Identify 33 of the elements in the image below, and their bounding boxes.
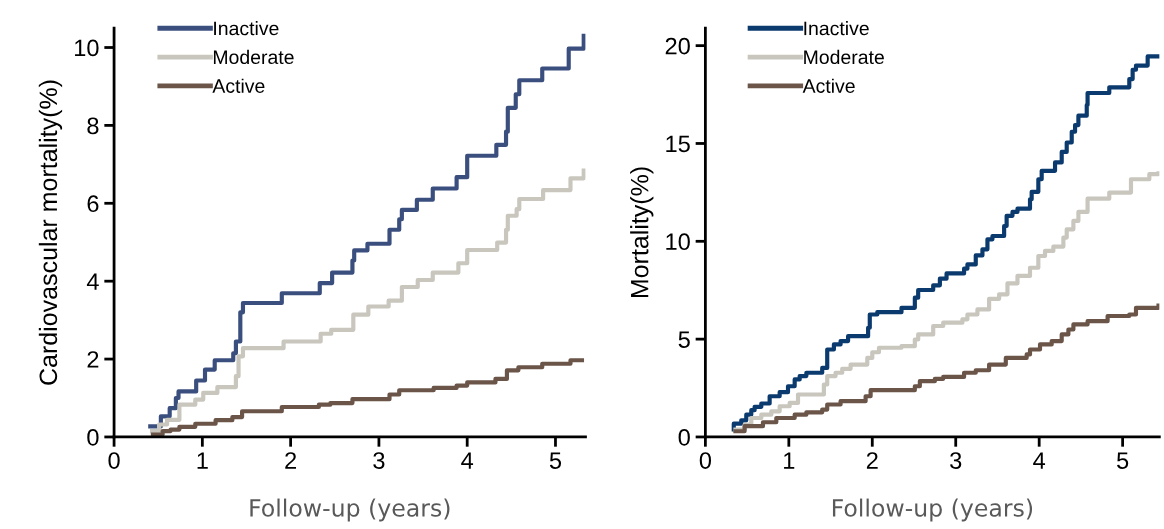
x-tick-label: 3 [373, 452, 385, 469]
legend-label: Inactive [804, 21, 869, 36]
y-tick-label: 4 [86, 273, 99, 290]
legend-label: Active [802, 78, 855, 93]
y-tick-label: 10 [75, 39, 99, 57]
x-tick-label: 4 [461, 452, 474, 469]
y-axis-title: Cardiovascular mortality(%) [38, 80, 63, 385]
y-tick-label: 6 [87, 195, 99, 213]
x-axis-title: Follow-up (years) [250, 498, 450, 522]
x-tick-label: 2 [285, 452, 297, 469]
x-tick-label: 0 [108, 452, 120, 469]
legend-label: Moderate [804, 49, 884, 65]
legend-label: Active [212, 78, 265, 93]
x-tick-label: 0 [699, 452, 712, 469]
y-tick-label: 20 [665, 37, 690, 55]
y-tick-label: 5 [678, 331, 690, 348]
y-tick-label: 10 [666, 233, 690, 251]
x-axis-title: Follow-up (years) [832, 498, 1033, 522]
y-tick-label: 15 [666, 135, 690, 153]
x-tick-label: 2 [866, 452, 878, 469]
x-tick-label: 1 [197, 452, 208, 469]
y-tick-label: 0 [678, 429, 690, 446]
x-tick-label: 1 [784, 452, 795, 469]
x-tick-label: 5 [1117, 452, 1129, 469]
y-tick-label: 0 [87, 429, 99, 446]
x-tick-label: 4 [1033, 452, 1046, 469]
x-tick-label: 5 [549, 452, 562, 469]
x-tick-label: 3 [950, 452, 962, 469]
legend-label: Moderate [213, 49, 294, 65]
legend-label: Inactive [214, 21, 279, 36]
y-tick-label: 2 [87, 351, 99, 368]
y-axis-title: Mortality(%) [630, 167, 654, 298]
y-tick-label: 8 [87, 117, 99, 135]
